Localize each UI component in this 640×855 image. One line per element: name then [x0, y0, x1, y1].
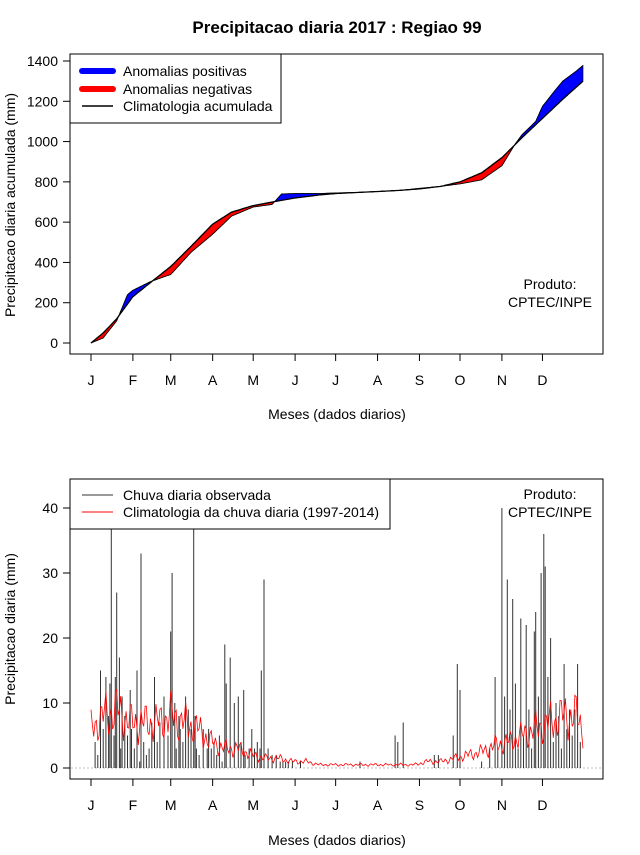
accumulated-lines	[90, 65, 584, 344]
x-tick-label: J	[88, 797, 95, 813]
top-x-axis-label: Meses (dados diarios)	[268, 406, 406, 422]
y-tick-label: 200	[35, 295, 59, 311]
daily-climatology-line	[90, 688, 584, 767]
x-tick-label: S	[415, 797, 424, 813]
top-legend: Anomalias positivas Anomalias negativas …	[69, 53, 282, 124]
legend-label-negative: Anomalias negativas	[123, 81, 252, 97]
x-tick-label: D	[537, 797, 547, 813]
legend-label-daily-climatology: Climatologia da chuva diaria (1997-2014)	[123, 504, 379, 520]
top-plot-frame	[69, 53, 604, 355]
bottom-annotation-line2: CPTEC/INPE	[508, 504, 592, 520]
y-tick-label: 40	[42, 500, 58, 516]
daily-climatology-series	[90, 688, 584, 767]
bottom-y-axis: 0 10 20 30 40	[42, 500, 70, 776]
chart-title: Precipitacao diaria 2017 : Regiao 99	[192, 18, 481, 37]
x-tick-label: A	[373, 372, 383, 388]
x-tick-label: J	[292, 372, 299, 388]
x-tick-label: O	[455, 372, 466, 388]
bottom-x-axis-label: Meses (dados diarios)	[268, 832, 406, 848]
x-tick-label: M	[165, 372, 177, 388]
legend-label-climatology: Climatologia acumulada	[123, 98, 273, 114]
y-tick-label: 600	[35, 214, 59, 230]
bottom-annotation-line1: Produto:	[524, 486, 577, 502]
climatology-accumulated-line	[90, 80, 584, 344]
positive-anomaly-area	[515, 64, 584, 146]
x-tick-label: M	[165, 797, 177, 813]
bottom-y-axis-label: Precipitacao diaria (mm)	[2, 553, 18, 705]
x-tick-label: N	[497, 372, 507, 388]
bottom-legend-box	[69, 478, 391, 530]
x-tick-label: O	[455, 797, 466, 813]
x-tick-label: J	[332, 372, 339, 388]
y-tick-label: 0	[50, 335, 58, 351]
x-tick-label: M	[247, 797, 259, 813]
y-tick-label: 400	[35, 254, 59, 270]
daily-rain-bars	[94, 479, 581, 768]
x-tick-label: F	[129, 797, 138, 813]
y-tick-label: 0	[50, 760, 58, 776]
x-tick-label: J	[332, 797, 339, 813]
x-tick-label: M	[247, 372, 259, 388]
y-tick-label: 20	[42, 630, 58, 646]
positive-anomaly-area	[119, 279, 154, 317]
negative-anomaly-area	[442, 142, 516, 187]
x-tick-label: A	[208, 372, 218, 388]
x-tick-label: J	[292, 797, 299, 813]
y-tick-label: 1400	[27, 53, 58, 69]
x-tick-label: N	[497, 797, 507, 813]
x-tick-label: F	[129, 372, 138, 388]
bottom-legend: Chuva diaria observada Climatologia da c…	[69, 478, 391, 530]
y-tick-label: 1000	[27, 134, 58, 150]
x-tick-label: S	[415, 372, 424, 388]
top-annotation-line2: CPTEC/INPE	[508, 294, 592, 310]
x-tick-label: A	[208, 797, 218, 813]
y-tick-label: 800	[35, 174, 59, 190]
legend-label-positive: Anomalias positivas	[123, 63, 247, 79]
negative-anomaly-area	[152, 200, 276, 282]
x-tick-label: A	[373, 797, 383, 813]
legend-label-observed: Chuva diaria observada	[123, 487, 271, 503]
y-tick-label: 10	[42, 695, 58, 711]
y-tick-label: 30	[42, 565, 58, 581]
top-annotation-line1: Produto:	[524, 276, 577, 292]
top-y-axis: 0 200 400 600 800 1000 1200 1400	[27, 53, 70, 351]
y-tick-label: 1200	[27, 93, 58, 109]
x-tick-label: J	[88, 372, 95, 388]
x-tick-label: D	[537, 372, 547, 388]
top-y-axis-label: Precipitacao diaria acumulada (mm)	[2, 93, 18, 317]
